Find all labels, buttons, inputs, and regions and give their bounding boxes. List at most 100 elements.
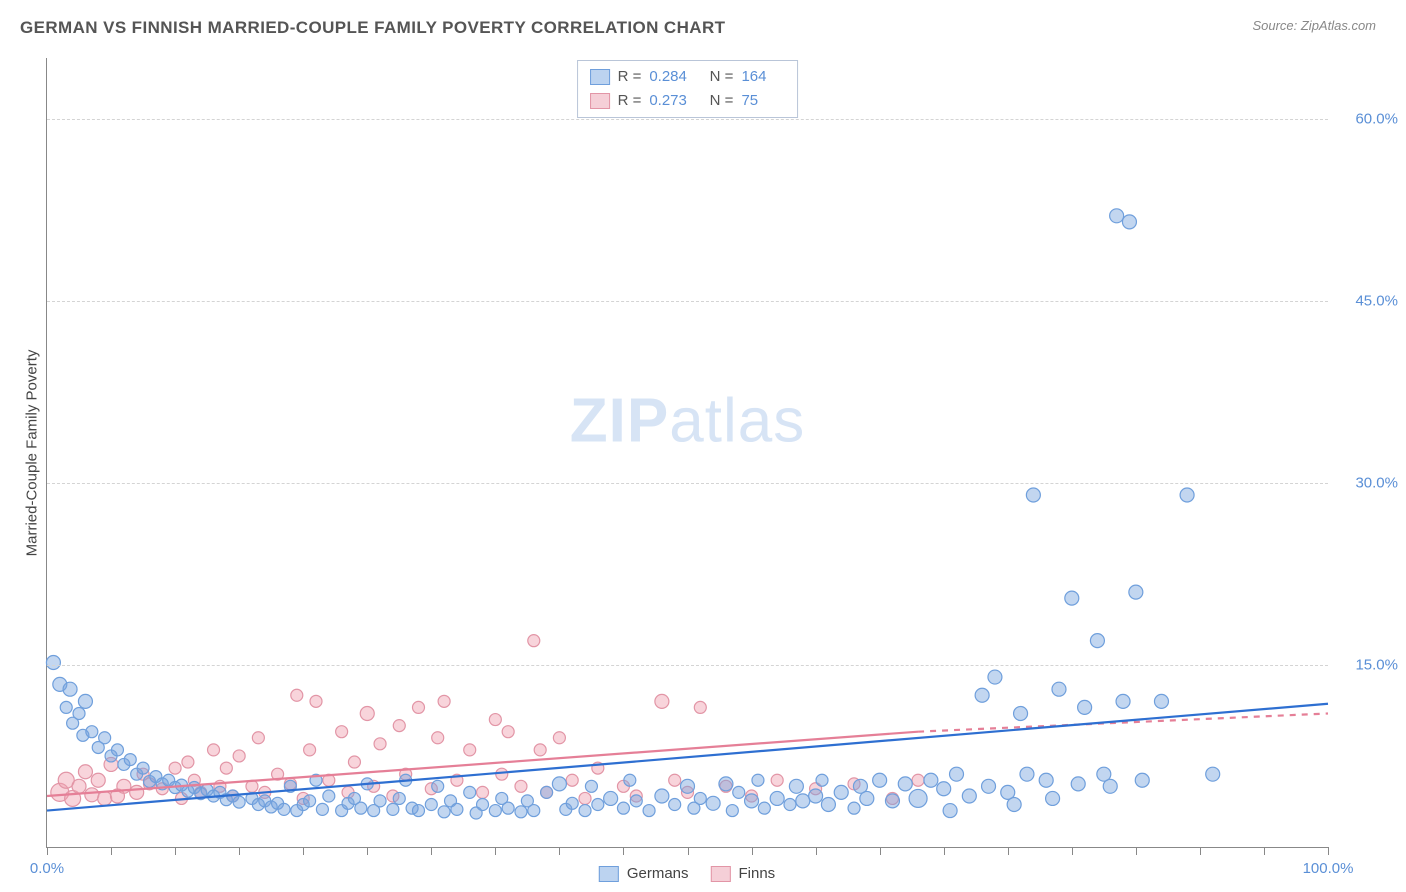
data-point xyxy=(585,780,597,792)
data-point xyxy=(566,797,578,809)
data-point xyxy=(502,802,514,814)
data-point xyxy=(124,754,136,766)
data-point xyxy=(169,762,181,774)
data-point xyxy=(438,695,450,707)
data-point xyxy=(1129,585,1143,599)
x-tick xyxy=(623,847,624,855)
legend-swatch xyxy=(590,93,610,109)
data-point xyxy=(1014,706,1028,720)
data-point xyxy=(360,706,374,720)
data-point xyxy=(233,750,245,762)
data-point xyxy=(464,786,476,798)
data-point xyxy=(432,780,444,792)
data-point xyxy=(425,799,437,811)
data-point xyxy=(111,744,123,756)
data-point xyxy=(316,803,328,815)
y-tick-label: 60.0% xyxy=(1336,110,1398,127)
data-point xyxy=(898,777,912,791)
data-point xyxy=(706,796,720,810)
data-point xyxy=(624,774,636,786)
data-point xyxy=(694,701,706,713)
gridline xyxy=(47,301,1328,302)
chart-title: GERMAN VS FINNISH MARRIED-COUPLE FAMILY … xyxy=(20,18,725,38)
x-tick xyxy=(495,847,496,855)
data-point xyxy=(99,732,111,744)
data-point xyxy=(579,805,591,817)
x-tick xyxy=(1136,847,1137,855)
x-tick xyxy=(239,847,240,855)
data-point xyxy=(1154,694,1168,708)
data-point xyxy=(924,773,938,787)
data-point xyxy=(336,726,348,738)
data-point xyxy=(63,682,77,696)
data-point xyxy=(681,779,695,793)
plot-region: ZIPatlas R =0.284 N =164 R =0.273 N = 75… xyxy=(46,58,1328,848)
data-point xyxy=(432,732,444,744)
data-point xyxy=(579,792,591,804)
data-point xyxy=(617,802,629,814)
data-point xyxy=(1007,798,1021,812)
data-point xyxy=(669,774,681,786)
data-point xyxy=(477,786,489,798)
data-point xyxy=(988,670,1002,684)
data-point xyxy=(528,805,540,817)
data-point xyxy=(278,803,290,815)
data-point xyxy=(834,785,848,799)
data-point xyxy=(78,694,92,708)
y-tick-label: 15.0% xyxy=(1336,656,1398,673)
data-point xyxy=(412,805,424,817)
data-point xyxy=(669,799,681,811)
data-point xyxy=(796,794,810,808)
x-tick xyxy=(1328,847,1329,855)
data-point xyxy=(451,803,463,815)
gridline xyxy=(47,119,1328,120)
data-point xyxy=(1071,777,1085,791)
data-point xyxy=(962,789,976,803)
data-point xyxy=(130,785,144,799)
data-point xyxy=(489,805,501,817)
data-point xyxy=(909,789,927,807)
x-tick xyxy=(1008,847,1009,855)
x-tick xyxy=(367,847,368,855)
data-point xyxy=(1078,700,1092,714)
data-point xyxy=(1039,773,1053,787)
data-point xyxy=(534,744,546,756)
trend-line xyxy=(918,713,1328,731)
data-point xyxy=(73,707,85,719)
data-point xyxy=(98,791,112,805)
data-point xyxy=(982,779,996,793)
data-point xyxy=(528,635,540,647)
data-point xyxy=(91,773,105,787)
data-point xyxy=(752,774,764,786)
data-point xyxy=(912,774,924,786)
data-point xyxy=(726,805,738,817)
data-point xyxy=(655,694,669,708)
chart-header: GERMAN VS FINNISH MARRIED-COUPLE FAMILY … xyxy=(0,0,1406,44)
x-tick xyxy=(880,847,881,855)
legend-swatch xyxy=(590,69,610,85)
data-point xyxy=(515,806,527,818)
data-point xyxy=(1206,767,1220,781)
data-point xyxy=(502,726,514,738)
data-point xyxy=(304,795,316,807)
data-point xyxy=(60,701,72,713)
data-point xyxy=(1103,779,1117,793)
data-point xyxy=(477,799,489,811)
x-tick-label: 100.0% xyxy=(1303,860,1354,877)
legend-item: Germans xyxy=(599,865,689,882)
data-point xyxy=(630,795,642,807)
x-tick xyxy=(111,847,112,855)
y-tick-label: 30.0% xyxy=(1336,474,1398,491)
data-point xyxy=(85,788,99,802)
data-point xyxy=(72,779,86,793)
data-point xyxy=(943,804,957,818)
data-point xyxy=(252,732,264,744)
data-point xyxy=(975,688,989,702)
data-point xyxy=(1122,215,1136,229)
x-tick-label: 0.0% xyxy=(30,860,64,877)
data-point xyxy=(220,762,232,774)
data-point xyxy=(1090,634,1104,648)
scatter-svg xyxy=(47,58,1328,847)
data-point xyxy=(694,792,706,804)
data-point xyxy=(816,774,828,786)
